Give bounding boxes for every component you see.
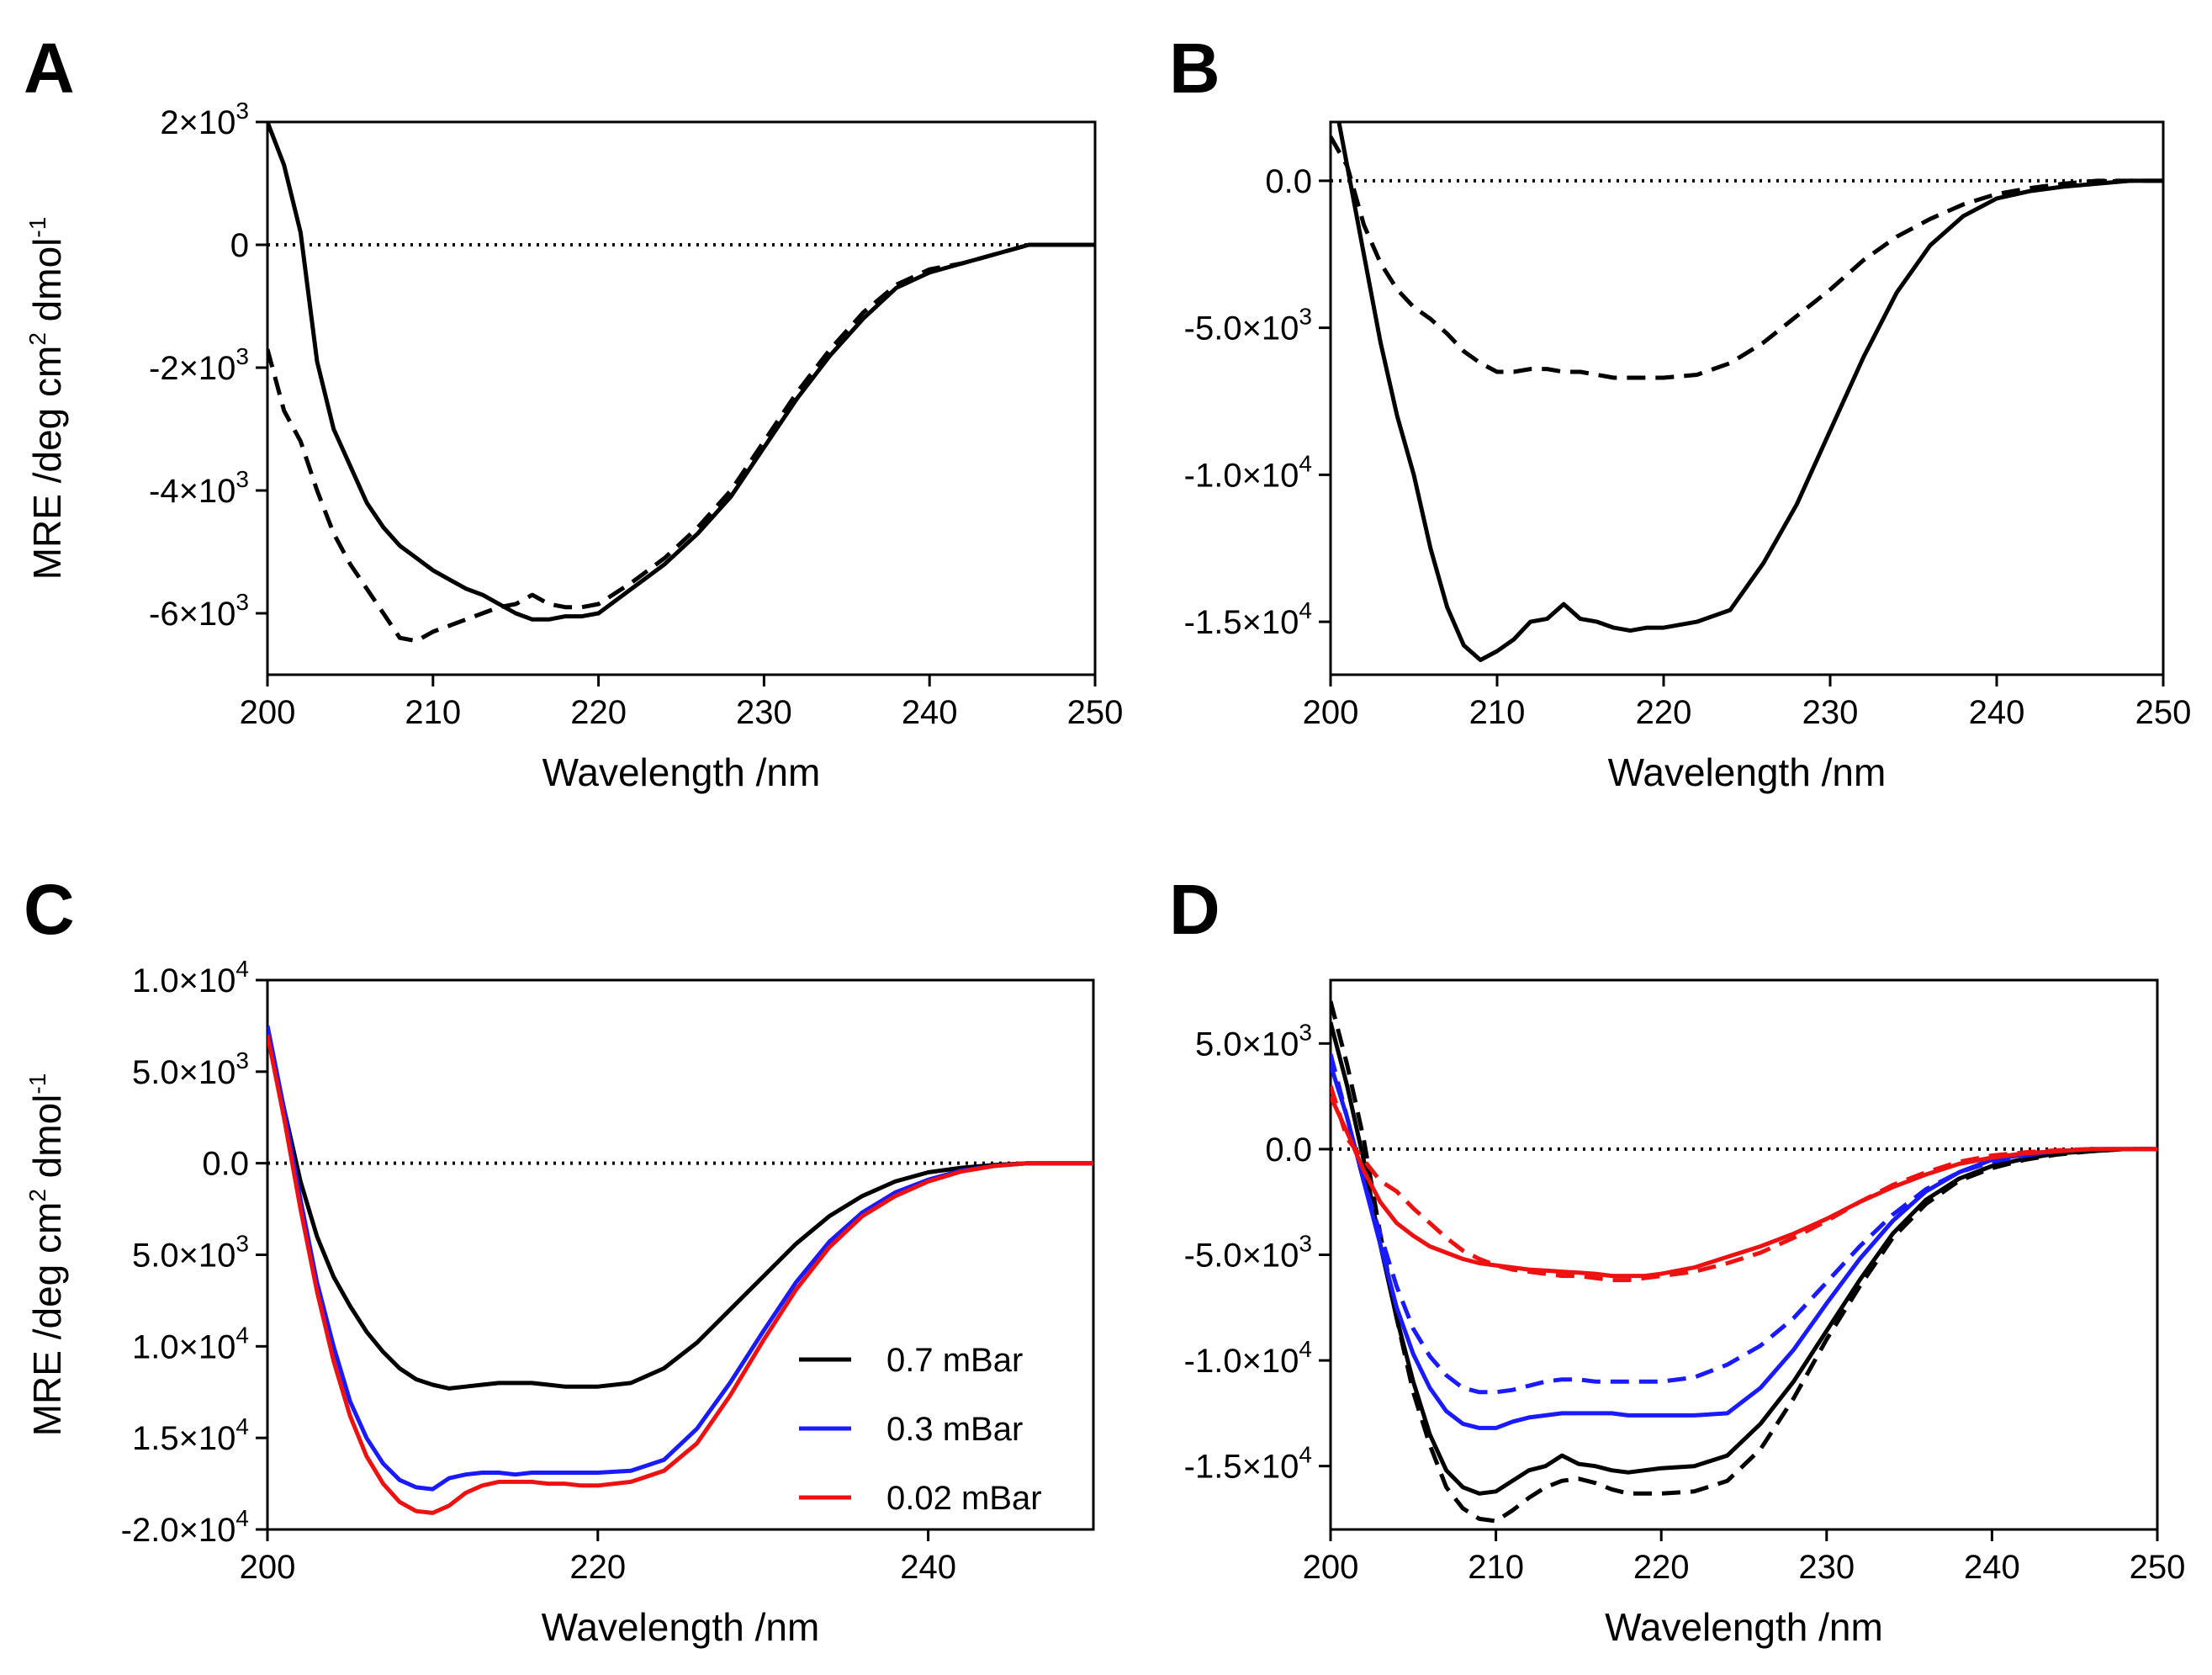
x-axis-label-d: Wavelength /nm	[1605, 1605, 1883, 1649]
y-tick-label: -1.0×104	[1184, 450, 1312, 494]
x-axis-label-c: Wavelength /nm	[542, 1605, 820, 1649]
y-tick-label: 0	[230, 227, 249, 264]
legend-label: 0.02 mBar	[886, 1480, 1042, 1517]
series-line-d-5	[1331, 1084, 2157, 1283]
x-tick-label: 200	[240, 694, 296, 731]
legend-c: 0.7 mBar 0.3 mBar 0.02 mBar	[799, 1342, 1042, 1517]
x-tick-label: 230	[736, 694, 792, 731]
y-axis-label-c: MRE /deg cm2 dmol-1	[24, 1073, 69, 1437]
series-line-c-0	[267, 1034, 1093, 1391]
y-tick-label: -4×103	[149, 466, 249, 510]
y-tick-label: 0.0	[1265, 163, 1312, 200]
x-tick-label: 220	[1636, 694, 1692, 731]
x-tick-label: 250	[2135, 694, 2192, 731]
y-axis-label-a: MRE /deg cm2 dmol-1	[24, 217, 69, 580]
panel-c: 200 220 240 1.0×104 5.0×103 0.0 5.0×103 1.0×104…	[24, 956, 1095, 1649]
x-tick-label: 210	[405, 694, 461, 731]
series-line-a-1	[267, 242, 1095, 644]
x-axis-label-b: Wavelength /nm	[1608, 750, 1887, 794]
x-tick-label: 240	[902, 694, 958, 731]
panel-a: 200 210 220 230 240 250 2×103 0 -2×103 -4×103 -6×1…	[24, 98, 1123, 794]
series-line-d-2	[1331, 1063, 2157, 1430]
series-line-a-0	[267, 122, 1095, 622]
legend-label: 0.7 mBar	[886, 1342, 1023, 1379]
x-tick-label: 230	[1802, 694, 1859, 731]
y-tick-label: 0.0	[1265, 1132, 1312, 1169]
series-group-c	[267, 1025, 1093, 1515]
y-tick-label: -2.0×104	[121, 1505, 249, 1549]
plot-frame-b	[1329, 120, 2165, 676]
y-tick-label: -6×103	[149, 589, 249, 633]
x-axis-label-a: Wavelength /nm	[542, 750, 821, 794]
series-line-d-4	[1331, 1095, 2157, 1279]
series-line-d-1	[1331, 1000, 2157, 1524]
series-line-c-1	[267, 1025, 1093, 1492]
legend-label: 0.3 mBar	[886, 1411, 1023, 1448]
y-tick-label: 5.0×103	[1195, 1019, 1312, 1063]
y-tick-label: -1.5×104	[1184, 597, 1312, 641]
y-tick-label: 0.0	[202, 1146, 249, 1183]
series-group-d	[1331, 1000, 2157, 1524]
y-tick-label: -1.0×104	[1184, 1336, 1312, 1380]
x-tick-label: 210	[1469, 694, 1526, 731]
x-tick-label: 250	[2130, 1549, 2186, 1586]
series-group-b	[1331, 122, 2163, 662]
panel-label-b: B	[1169, 29, 1220, 108]
series-line-b-0	[1336, 122, 2163, 662]
x-tick-label: 200	[1303, 694, 1359, 731]
x-tick-label: 240	[1964, 1549, 2020, 1586]
y-tick-label: -5.0×103	[1184, 1231, 1312, 1275]
series-line-b-1	[1331, 135, 2163, 380]
series-line-d-0	[1331, 1021, 2157, 1496]
panel-label-c: C	[24, 870, 75, 949]
series-group-a	[267, 122, 1095, 644]
panel-d: 200 210 220 230 240 250 5.0×103 0.0 -5.0×103 -1.0…	[1184, 978, 2186, 1649]
series-line-c-2	[267, 1034, 1093, 1515]
x-tick-label: 250	[1067, 694, 1124, 731]
x-tick-label: 220	[570, 694, 627, 731]
x-tick-label: 200	[240, 1549, 296, 1586]
x-tick-label: 230	[1798, 1549, 1855, 1586]
panel-b: 200 210 220 230 240 250 0.0 -5.0×103 -1.0×104 -1.…	[1184, 120, 2192, 794]
y-tick-label: 5.0×103	[132, 1047, 249, 1091]
x-tick-label: 220	[1633, 1549, 1690, 1586]
y-tick-label: -5.0×103	[1184, 304, 1312, 347]
y-tick-label: -2×103	[149, 343, 249, 387]
x-tick-label: 210	[1468, 1549, 1524, 1586]
y-tick-label: 1.0×104	[132, 1322, 249, 1365]
panel-label-d: D	[1169, 870, 1220, 949]
y-tick-label: 2×103	[160, 98, 249, 141]
y-tick-label: 1.0×104	[132, 956, 249, 999]
y-tick-label: 1.5×104	[132, 1413, 249, 1457]
panel-label-a: A	[24, 29, 75, 108]
x-tick-label: 220	[569, 1549, 626, 1586]
y-tick-label: -1.5×104	[1184, 1442, 1312, 1486]
y-tick-label: 5.0×103	[132, 1231, 249, 1275]
x-tick-label: 200	[1303, 1549, 1359, 1586]
x-tick-label: 240	[1969, 694, 2025, 731]
x-tick-label: 240	[900, 1549, 956, 1586]
series-line-d-3	[1331, 1053, 2157, 1395]
plot-frame-a	[266, 120, 1097, 676]
